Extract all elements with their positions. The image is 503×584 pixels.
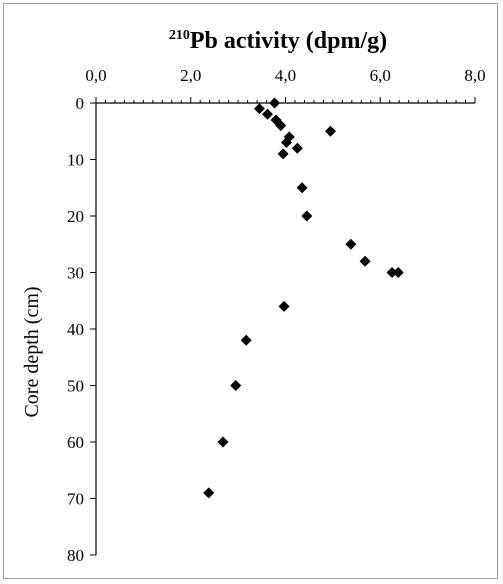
y-tick-label: 70 (67, 490, 84, 509)
data-point (261, 108, 273, 120)
axes: 0,0 2,0 4,0 6,0 8,0 0 10 20 30 40 50 60 70 80 (67, 66, 486, 565)
data-point (230, 380, 242, 391)
data-point (345, 238, 357, 250)
y-tick-label: 80 (67, 546, 84, 565)
y-tick-label: 40 (67, 320, 84, 339)
x-tick-label: 4,0 (275, 66, 296, 85)
data-point (278, 300, 290, 312)
data-point (240, 334, 252, 346)
data-point (203, 487, 215, 499)
y-tick-label: 10 (67, 151, 84, 170)
data-point (269, 97, 281, 109)
data-points (203, 97, 404, 499)
data-point (291, 142, 303, 154)
x-tick-label: 0,0 (85, 66, 106, 85)
data-point (277, 148, 289, 160)
data-point (253, 103, 265, 115)
y-tick-label: 60 (67, 433, 84, 452)
x-tick-label: 6,0 (370, 66, 391, 85)
chart-title-superscript: 210 (169, 28, 190, 43)
y-tick-label: 50 (67, 377, 84, 396)
data-point (386, 267, 398, 278)
y-axis-label: Core depth (cm) (21, 286, 43, 417)
data-point (280, 137, 292, 149)
chart-title: 210Pb activity (dpm/g) (169, 28, 387, 54)
x-tick-label: 8,0 (464, 66, 485, 85)
y-tick-label: 0 (76, 94, 85, 113)
chart-frame (3, 3, 498, 579)
data-point (217, 436, 229, 448)
data-point (275, 120, 287, 132)
data-point (325, 125, 337, 137)
chart-title-main: Pb activity (dpm/g) (190, 28, 387, 54)
data-point (359, 255, 371, 267)
data-point (392, 267, 404, 278)
y-tick-label: 30 (67, 264, 84, 283)
y-tick-label: 20 (67, 207, 84, 226)
data-point (296, 182, 308, 194)
data-point (301, 210, 313, 222)
x-tick-label: 2,0 (180, 66, 201, 85)
